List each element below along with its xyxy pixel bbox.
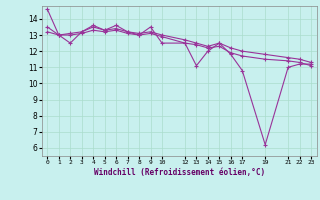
- X-axis label: Windchill (Refroidissement éolien,°C): Windchill (Refroidissement éolien,°C): [94, 168, 265, 177]
